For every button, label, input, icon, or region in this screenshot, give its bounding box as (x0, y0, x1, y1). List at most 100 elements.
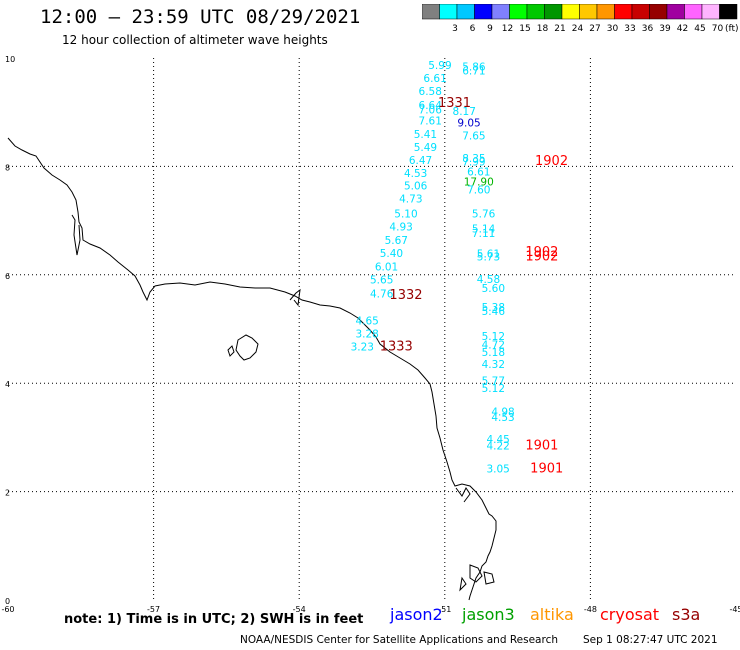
wave-height-value: 6.71 (462, 65, 485, 77)
color-scale-tick-label: 9 (487, 24, 493, 34)
wave-height-value: 9.05 (457, 117, 480, 129)
latitude-tick-label: 4 (5, 380, 10, 389)
wave-height-value: 4.65 (355, 316, 378, 328)
wave-height-value: 3.28 (355, 329, 378, 341)
wave-height-value: 7.60 (467, 185, 490, 197)
coastline-south-america (7, 137, 497, 601)
color-scale-tick-label: 39 (659, 24, 671, 34)
map-title: 12:00 – 23:59 UTC 08/29/2021 (40, 6, 361, 28)
wave-height-value: 4.32 (482, 359, 505, 371)
satellite-pass-id: 1331 (438, 96, 471, 111)
wave-height-value: 5.10 (394, 208, 417, 220)
wave-height-value: 5.77 (482, 375, 505, 387)
satellite-pass-id: 1332 (389, 288, 422, 303)
satellite-pass-id: 1333 (380, 340, 413, 355)
satellite-pass-id: 1902 (525, 250, 558, 265)
wave-height-value: 7.65 (462, 130, 485, 142)
color-scale-tick-label: 36 (642, 24, 654, 34)
color-scale-tick-label: 70 (712, 24, 724, 34)
wave-height-value: 7.99 (462, 156, 485, 168)
wave-height-value: 4.58 (477, 274, 500, 286)
wave-height-value: 6.47 (409, 155, 432, 167)
wave-height-value: 6.61 (423, 73, 446, 85)
color-scale-tick-label: 12 (502, 24, 513, 34)
wave-height-value: 4.45 (486, 434, 509, 446)
coastline-river-mouth (289, 288, 301, 307)
color-scale-tick-label: 21 (554, 24, 565, 34)
color-scale-tick-label: 33 (624, 24, 635, 34)
coastline-essequibo-estuary (71, 214, 81, 256)
wave-height-value: 4.98 (491, 407, 514, 419)
wave-height-value: 4.72 (482, 340, 505, 352)
longitude-tick-label: -57 (147, 605, 160, 614)
island-north (235, 334, 259, 361)
wave-height-value: 5.38 (482, 302, 505, 314)
color-scale-tick-label: 30 (607, 24, 619, 34)
wave-height-value: 17.90 (464, 176, 494, 188)
wave-height-value: 3.23 (351, 342, 374, 354)
color-scale-tick-label: 15 (519, 24, 530, 34)
wave-height-value: 5.06 (404, 181, 428, 193)
generated-timestamp: Sep 1 08:27:47 UTC 2021 (583, 634, 718, 646)
wave-height-value: 5.18 (482, 347, 505, 359)
wave-height-value: 6.64 (419, 100, 443, 112)
longitude-tick-label: -48 (584, 605, 597, 614)
wave-height-value: 7.61 (419, 116, 442, 128)
wave-height-value: 7.06 (419, 104, 443, 116)
wave-height-value: 6.58 (419, 86, 442, 98)
color-scale-tick-label: 45 (694, 24, 705, 34)
wave-height-labels: 5.99 5.866.716.616.586.647.06 8.177.61 9.05… (351, 60, 515, 476)
wave-height-value: 5.76 (472, 208, 496, 220)
satellite-pass-id: 1901 (530, 462, 563, 477)
wave-height-value: 5.12 (482, 383, 505, 395)
color-scale-tick-label: 24 (572, 24, 584, 34)
color-scale-legend: 3 6 9 12 15 18 21 24 27 30 33 36 39 42 45 70 (ft) (422, 4, 738, 34)
wave-height-value: 4.73 (399, 194, 422, 206)
latitude-tick-label: 8 (5, 163, 10, 172)
wave-height-value: 5.49 (414, 142, 437, 154)
latitude-tick-label: 10 (5, 55, 15, 64)
longitude-tick-label: -45 (729, 605, 740, 614)
color-scale-tick-label: 6 (470, 24, 476, 34)
wave-height-value: 4.22 (486, 440, 509, 452)
satellite-pass-id: 1901 (525, 438, 558, 453)
wave-height-value: 8.35 (462, 153, 485, 165)
wave-height-value: 6.01 (375, 261, 398, 273)
wave-height-value: 5.46 (482, 306, 506, 318)
legend-altika: altika (530, 605, 574, 624)
longitude-tick-label: -60 (1, 605, 14, 614)
satellite-pass-id: 1902 (525, 245, 558, 260)
legend-jason3: jason3 (462, 605, 515, 624)
wave-height-value: 5.73 (477, 252, 500, 264)
legend-cryosat: cryosat (600, 605, 660, 624)
credit-line: NOAA/NESDIS Center for Satellite Applica… (240, 634, 558, 646)
map-subtitle: 12 hour collection of altimeter wave hei… (62, 33, 328, 47)
color-scale-tick-label: 3 (452, 24, 458, 34)
marajo-bay-shore (455, 487, 471, 503)
wave-height-value: 5.61 (477, 248, 500, 260)
island-coast-small (227, 345, 235, 357)
wave-height-value: 5.12 (482, 331, 505, 343)
wave-height-value: 4.93 (389, 221, 412, 233)
wave-height-value: 5.65 (370, 274, 393, 286)
wave-height-value: 4.53 (404, 168, 427, 180)
color-swatch (719, 4, 738, 20)
color-scale-tick-label: 18 (537, 24, 549, 34)
longitude-tick-label: -54 (293, 605, 306, 614)
latitude-tick-label: 0 (5, 597, 10, 606)
delta-islands (459, 564, 495, 592)
wave-height-value: 5.14 (472, 224, 496, 236)
color-scale-tick-label: 42 (677, 24, 688, 34)
axis-ticks: -60 -57 -54 -51 -48 -45 0 2 4 6 8 10 (1, 55, 740, 614)
wave-height-value: 3.05 (486, 464, 509, 476)
latitude-tick-label: 2 (5, 489, 10, 498)
wave-height-value: 6.61 (467, 167, 490, 179)
longitude-tick-label: -51 (438, 605, 451, 614)
wave-height-value: 5.86 (462, 61, 486, 73)
wave-height-value: 5.60 (482, 283, 505, 295)
color-scale-unit: (ft) (725, 24, 738, 34)
satellite-pass-id: 1902 (535, 154, 568, 169)
wave-height-value: 7.11 (472, 228, 495, 240)
wave-height-value: 5.40 (380, 248, 403, 260)
